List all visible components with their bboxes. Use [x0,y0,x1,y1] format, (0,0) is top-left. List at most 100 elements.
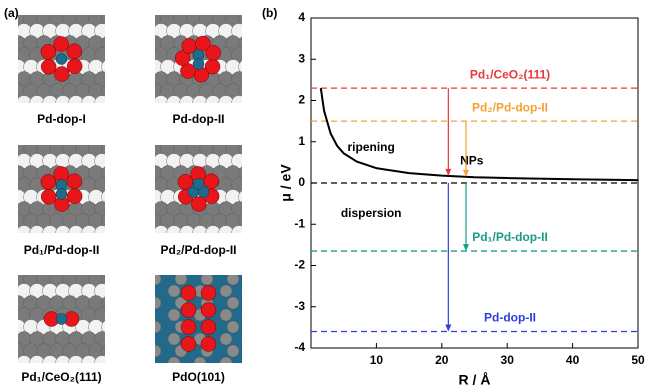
oxygen [206,45,221,60]
atom [167,226,182,241]
atom [43,96,58,111]
atom [17,356,32,371]
x-tick-label: 10 [370,353,384,367]
atom [108,24,123,39]
oxygen [181,320,196,335]
atom [108,226,123,241]
atom [56,226,71,241]
atom [194,357,206,369]
atom [245,178,260,193]
oxygen [41,174,56,189]
y-tick-label: -2 [294,258,305,272]
atom [30,96,45,111]
atom [168,357,180,369]
atom [56,96,71,111]
atom [108,178,123,193]
atom [162,321,174,333]
palladium [56,314,67,325]
y-axis-label: μ / eV [278,164,294,202]
oxygen [191,196,206,211]
atom [162,297,174,309]
atom [56,356,71,371]
atom [246,333,258,345]
page: (a) Pd-dop-IPd-dop-IIPd₁/Pd-dop-IIPd₂/Pd… [0,0,647,385]
atom [233,357,245,369]
oxygen [67,189,82,204]
atom [240,297,252,309]
atom [188,273,200,285]
palladium [56,54,67,65]
structure-tile [148,142,260,241]
palladium [193,59,204,70]
y-tick-label: 0 [298,175,305,189]
level-label: Pd₂/Pd-dop-II [472,100,548,114]
oxygen [67,44,82,59]
atom [162,345,174,357]
atom [201,273,213,285]
atom [180,226,195,241]
figure: (a) Pd-dop-IPd-dop-IIPd₁/Pd-dop-IIPd₂/Pd… [0,0,647,385]
atom [43,356,58,371]
atom [220,309,232,321]
structure-tile [11,12,123,111]
atom [108,356,123,371]
atom [206,96,221,111]
atom [108,96,123,111]
atom [149,345,161,357]
structure-tile [148,12,260,111]
x-tick-label: 30 [501,353,515,367]
oxygen [54,37,69,52]
panel-label: (b) [262,6,277,20]
structure-tile [11,142,123,241]
annotation: dispersion [341,206,402,220]
atom [240,321,252,333]
atom [154,96,169,111]
oxygen [201,320,216,335]
atom [227,345,239,357]
oxygen [54,66,69,81]
atom [108,48,123,63]
oxygen [54,167,69,182]
y-tick-label: -3 [294,299,305,313]
atom [240,273,252,285]
atom [233,309,245,321]
atom [69,356,84,371]
structure-label: Pd-dop-I [37,112,86,126]
atom [82,356,97,371]
atom [108,284,123,299]
y-tick-label: 1 [298,134,305,148]
structure-label: Pd₁/Pd-dop-II [24,243,100,257]
atom [246,309,258,321]
atom [246,285,258,297]
atom [168,333,180,345]
x-tick-label: 50 [631,353,645,367]
atom [167,96,182,111]
y-tick-label: 3 [298,51,305,65]
structure-label: Pd₁/CeO₂(111) [21,370,101,384]
structure-label: Pd₂/Pd-dop-II [161,243,237,257]
atom [232,96,247,111]
atom [95,356,110,371]
oxygen [67,59,82,74]
atom [233,333,245,345]
atom [108,202,123,217]
oxygen [41,59,56,74]
atom [149,321,161,333]
atom [193,226,208,241]
oxygen [41,189,56,204]
atom [95,96,110,111]
atom [95,226,110,241]
atom [149,297,161,309]
atom [180,96,195,111]
panel-label: (a) [4,6,19,20]
level-label: Pd₁/CeO₂(111) [470,67,550,81]
palladium [193,179,204,190]
oxygen [204,174,219,189]
atom [219,96,234,111]
atom [69,226,84,241]
level-label: Pd₁/Pd-dop-II [472,230,548,244]
structure-tile [11,272,123,371]
atom [43,226,58,241]
oxygen [181,286,196,301]
